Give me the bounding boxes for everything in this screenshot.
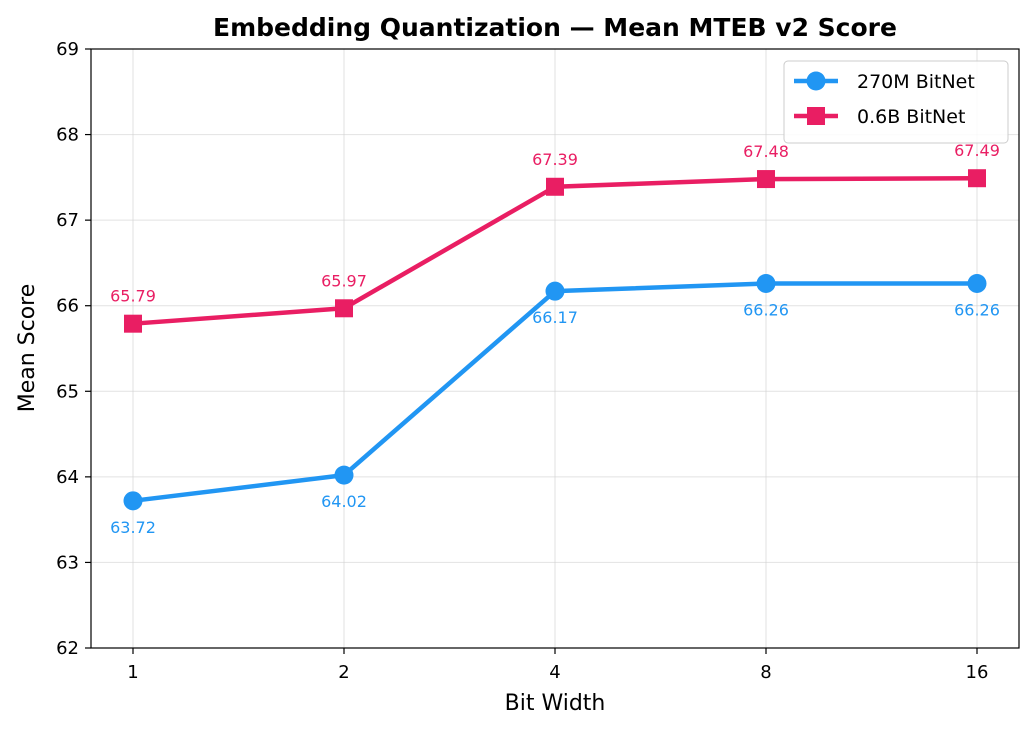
data-point-marker	[967, 273, 987, 293]
data-label: 66.26	[954, 300, 1000, 319]
y-tick-label: 66	[56, 296, 79, 317]
data-point-marker	[334, 465, 354, 485]
data-label: 67.39	[532, 150, 578, 169]
data-label: 67.49	[954, 141, 1000, 160]
data-label: 66.26	[743, 300, 789, 319]
y-tick-label: 65	[56, 381, 79, 402]
y-axis-label: Mean Score	[15, 284, 40, 413]
data-point-marker	[756, 273, 776, 293]
legend-item: 0.6B BitNet	[794, 106, 965, 128]
data-point-marker	[123, 491, 143, 511]
data-point-marker	[124, 314, 142, 333]
x-tick-label: 1	[127, 662, 138, 683]
x-tick-label: 8	[760, 662, 771, 683]
series-1: 65.79 65.97 67.39 67.48 67.49	[110, 141, 1000, 333]
y-tick-label: 63	[56, 552, 79, 573]
y-tick-label: 62	[56, 638, 79, 659]
data-point-marker	[545, 281, 565, 301]
axis-ticks: 1 2 4 8 16 62 63 64 65 66 67 68 69	[56, 39, 988, 683]
x-axis-label: Bit Width	[505, 691, 606, 716]
y-tick-label: 69	[56, 39, 79, 60]
data-label: 63.72	[110, 518, 156, 537]
y-tick-label: 68	[56, 125, 79, 146]
data-label: 65.79	[110, 287, 156, 306]
chart-title: Embedding Quantization — Mean MTEB v2 Sc…	[213, 13, 897, 42]
legend-marker	[807, 107, 825, 125]
data-point-marker	[757, 170, 775, 189]
data-point-marker	[546, 177, 564, 196]
legend-marker	[806, 71, 826, 91]
legend-label: 0.6B BitNet	[857, 106, 965, 128]
x-tick-label: 2	[338, 662, 349, 683]
series-0: 63.72 64.02 66.17 66.26 66.26	[110, 273, 1000, 537]
y-tick-label: 67	[56, 210, 79, 231]
grid-lines	[91, 48, 1019, 649]
x-tick-label: 4	[549, 662, 560, 683]
x-tick-label: 16	[966, 662, 989, 683]
data-label: 65.97	[321, 271, 367, 290]
data-label: 66.17	[532, 308, 578, 327]
data-point-marker	[968, 169, 986, 188]
legend: 270M BitNet 0.6B BitNet	[783, 60, 1009, 144]
legend-box	[783, 60, 1009, 144]
y-tick-label: 64	[56, 467, 79, 488]
series-layer: 63.72 64.02 66.17 66.26 66.26 65.79 65.97 67.39…	[110, 141, 1000, 537]
legend-label: 270M BitNet	[857, 71, 975, 93]
data-label: 64.02	[321, 492, 367, 511]
legend-item: 270M BitNet	[794, 71, 975, 93]
data-label: 67.48	[743, 142, 789, 161]
data-point-marker	[335, 299, 353, 318]
